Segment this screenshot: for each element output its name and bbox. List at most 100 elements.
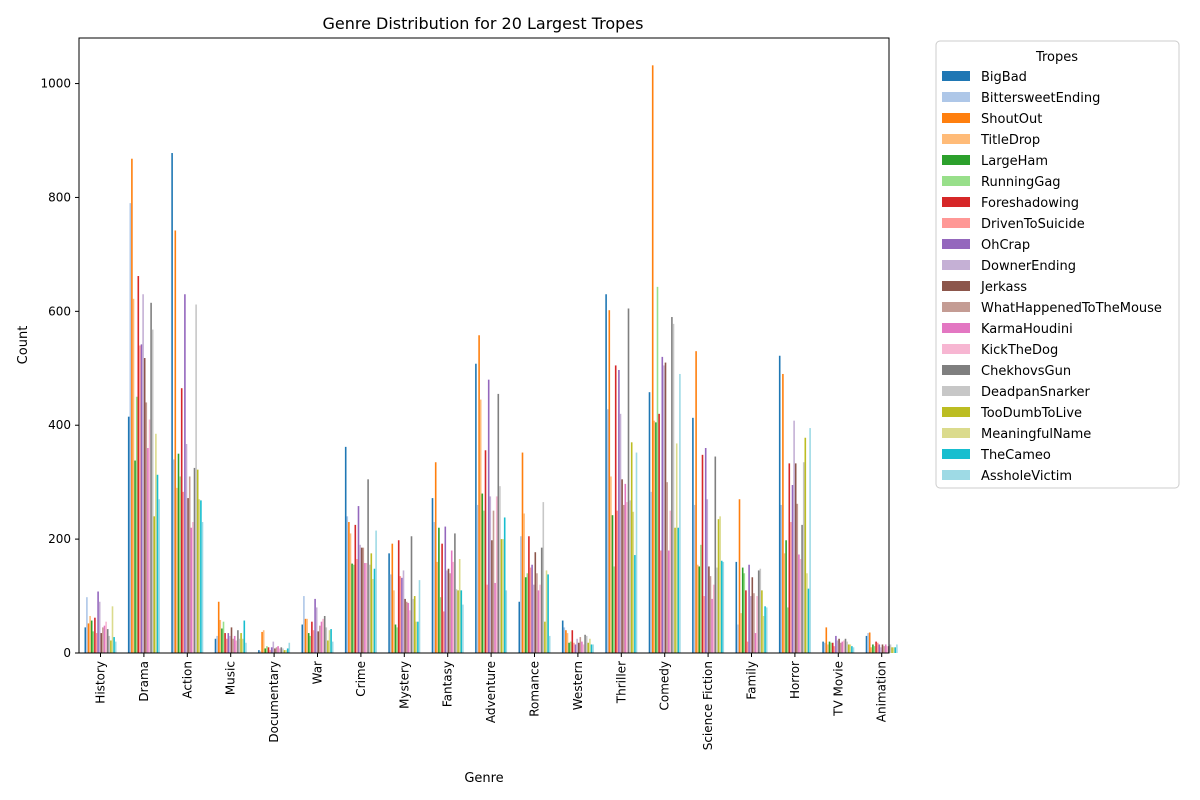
bar-TooDumbToLive-science-fiction — [717, 519, 720, 653]
bar-Foreshadowing-comedy — [658, 413, 660, 653]
bar-TooDumbToLive-fantasy — [457, 590, 459, 653]
bar-Jerkass-thriller — [621, 479, 623, 653]
x-tick-label-action: Action — [180, 661, 194, 699]
legend-label-BittersweetEnding: BittersweetEnding — [981, 91, 1100, 106]
legend-label-OhCrap: OhCrap — [981, 238, 1030, 253]
chart-title: Genre Distribution for 20 Largest Tropes — [323, 14, 644, 33]
bar-LargeHam-science-fiction — [698, 566, 701, 653]
bar-LargeHam-crime — [351, 563, 353, 653]
bar-DeadpanSnarker-music — [238, 638, 241, 653]
bar-AssholeVictim-mystery — [418, 580, 421, 653]
bar-Jerkass-horror — [794, 463, 797, 654]
bar-ShoutOut-western — [565, 630, 567, 653]
bar-ChekhovsGun-fantasy — [454, 533, 456, 653]
bar-ChekhovsGun-tv-movie — [844, 638, 847, 653]
legend-label-MeaningfulName: MeaningfulName — [981, 427, 1091, 442]
bar-MeaningfulName-western — [589, 638, 591, 653]
bar-ShoutOut-horror — [782, 373, 784, 653]
bar-BigBad-crime — [344, 446, 347, 653]
bar-AssholeVictim-history — [114, 641, 117, 653]
bar-TitleDrop-history — [89, 615, 91, 653]
bar-MeaningfulName-comedy — [675, 443, 678, 653]
bar-RunningGag-tv-movie — [830, 642, 832, 653]
bar-ChekhovsGun-western — [584, 634, 586, 653]
bar-OhCrap-romance — [531, 564, 533, 653]
bar-DrivenToSuicide-adventure — [486, 584, 488, 653]
bar-BittersweetEnding-comedy — [650, 491, 652, 653]
bar-TheCameo-history — [113, 637, 115, 653]
bar-ChekhovsGun-science-fiction — [714, 456, 717, 653]
bar-Foreshadowing-mystery — [397, 540, 400, 653]
bar-KickTheDog-animation — [886, 646, 889, 653]
bar-BigBad-family — [735, 561, 738, 653]
bar-Foreshadowing-documentary — [267, 647, 270, 653]
bar-BittersweetEnding-animation — [867, 633, 869, 653]
bar-TooDumbToLive-documentary — [283, 650, 286, 653]
bar-TooDumbToLive-romance — [544, 621, 546, 653]
legend-swatch-KarmaHoudini — [942, 323, 970, 333]
legend-swatch-TitleDrop — [942, 134, 970, 144]
bar-AssholeVictim-documentary — [288, 642, 291, 653]
legend-swatch-WhatHappenedToTheMouse — [942, 302, 970, 312]
bar-DrivenToSuicide-drama — [139, 345, 141, 653]
bar-TheCameo-romance — [547, 574, 549, 653]
legend-swatch-MeaningfulName — [942, 428, 970, 438]
bar-LargeHam-horror — [785, 540, 787, 653]
x-tick-label-fantasy: Fantasy — [441, 661, 455, 707]
bar-MeaningfulName-romance — [545, 570, 548, 653]
bar-OhCrap-adventure — [487, 379, 490, 653]
bar-RunningGag-horror — [786, 607, 789, 653]
bar-RunningGag-drama — [135, 396, 138, 653]
legend-swatch-BigBad — [942, 71, 970, 81]
bar-LargeHam-western — [568, 642, 570, 653]
y-tick-label: 0 — [63, 646, 71, 660]
bar-TooDumbToLive-family — [761, 590, 763, 653]
bar-LargeHam-adventure — [481, 493, 484, 653]
bar-TitleDrop-mystery — [393, 590, 395, 653]
bar-TheCameo-horror — [807, 588, 810, 653]
bar-LargeHam-romance — [524, 577, 527, 653]
bar-TheCameo-crime — [373, 568, 376, 653]
bar-OhCrap-comedy — [661, 356, 664, 653]
bar-Jerkass-mystery — [404, 598, 406, 653]
bar-DeadpanSnarker-drama — [151, 329, 154, 653]
bar-KarmaHoudini-comedy — [667, 550, 670, 653]
legend-swatch-TooDumbToLive — [942, 407, 970, 417]
x-tick-label-animation: Animation — [875, 661, 889, 722]
bar-DownerEnding-romance — [532, 584, 535, 653]
bar-TheCameo-mystery — [417, 621, 419, 653]
bar-ShoutOut-drama — [131, 158, 133, 653]
legend-label-LargeHam: LargeHam — [981, 154, 1048, 169]
bar-DrivenToSuicide-animation — [876, 642, 879, 653]
bar-BittersweetEnding-war — [303, 596, 305, 653]
legend-swatch-TheCameo — [942, 449, 970, 459]
bar-TitleDrop-fantasy — [436, 561, 439, 653]
bar-LargeHam-war — [307, 633, 310, 653]
legend-swatch-BittersweetEnding — [942, 92, 970, 102]
bar-OhCrap-animation — [878, 644, 881, 653]
bar-DrivenToSuicide-comedy — [659, 550, 662, 653]
bar-RunningGag-science-fiction — [700, 544, 702, 653]
legend-label-AssholeVictim: AssholeVictim — [981, 469, 1072, 484]
bar-OhCrap-horror — [791, 485, 794, 653]
bar-DrivenToSuicide-fantasy — [442, 611, 445, 653]
bar-BigBad-tv-movie — [822, 641, 824, 653]
x-tick-label-tv-movie: TV Movie — [831, 661, 845, 717]
bar-DeadpanSnarker-romance — [542, 502, 545, 653]
bar-DeadpanSnarker-western — [585, 635, 588, 653]
bar-BittersweetEnding-fantasy — [433, 522, 435, 653]
bar-DrivenToSuicide-science-fiction — [703, 596, 705, 653]
bar-Jerkass-fantasy — [447, 568, 450, 653]
bar-WhatHappenedToTheMouse-music — [232, 638, 234, 653]
bar-DrivenToSuicide-action — [182, 491, 185, 653]
bar-Foreshadowing-music — [224, 633, 226, 653]
bar-KarmaHoudini-war — [320, 621, 323, 653]
bar-LargeHam-fantasy — [438, 527, 440, 653]
bar-DeadpanSnarker-war — [325, 627, 328, 654]
bar-ShoutOut-mystery — [391, 543, 394, 653]
bar-RunningGag-romance — [526, 573, 529, 653]
x-tick-label-western: Western — [571, 661, 585, 710]
bar-TheCameo-comedy — [677, 527, 680, 653]
bar-Jerkass-science-fiction — [708, 566, 710, 653]
bar-MeaningfulName-animation — [892, 647, 895, 653]
